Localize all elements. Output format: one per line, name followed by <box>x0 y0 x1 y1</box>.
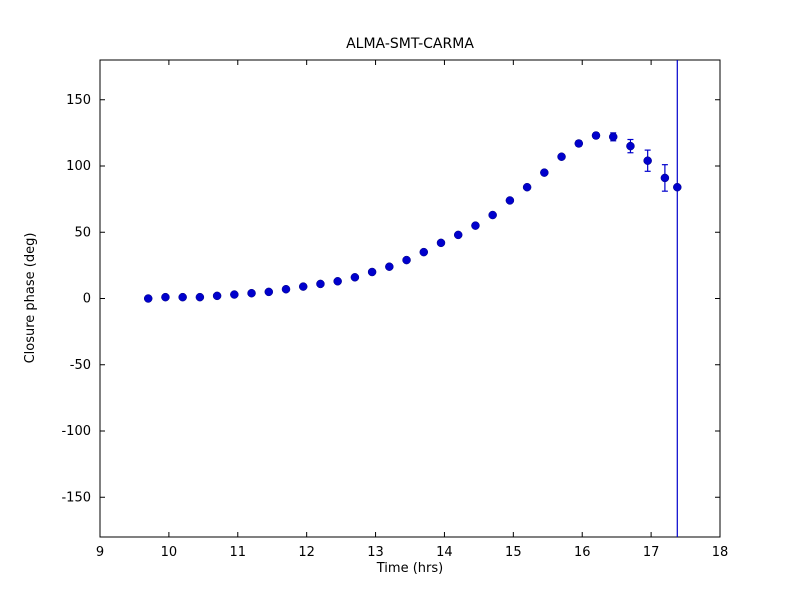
data-point <box>402 255 411 265</box>
data-point <box>161 292 170 302</box>
x-tick-label: 17 <box>643 545 660 560</box>
data-point <box>212 291 222 301</box>
data-point <box>333 277 342 286</box>
y-tick-label: 0 <box>83 292 91 307</box>
data-point <box>488 210 497 220</box>
ticks-layer: 9 10 11 12 13 14 15 16 17 18 -150 -100 -50 0 50 100 150 <box>61 60 728 560</box>
x-tick-label: 11 <box>230 545 247 560</box>
x-tick-label: 12 <box>298 545 315 560</box>
x-tick-label: 14 <box>436 545 453 560</box>
x-tick-label: 10 <box>161 545 178 560</box>
series-layer <box>143 60 682 537</box>
data-point <box>385 262 394 271</box>
data-point <box>298 282 308 291</box>
y-tick-label: -50 <box>70 358 91 373</box>
data-point <box>540 168 549 177</box>
x-tick-label: 9 <box>96 545 104 560</box>
data-point <box>522 182 532 192</box>
data-point <box>591 131 601 140</box>
x-axis-label: Time (hrs) <box>376 561 443 576</box>
data-point <box>419 247 429 257</box>
data-point <box>316 279 325 289</box>
axes-frame <box>99 59 721 538</box>
data-point <box>247 288 256 298</box>
y-axis-label: Closure phase (deg) <box>23 233 38 364</box>
x-tick-label: 18 <box>712 545 729 560</box>
data-point <box>453 230 463 240</box>
y-tick-label: 150 <box>66 93 91 108</box>
data-point <box>626 141 635 151</box>
data-point <box>643 156 652 165</box>
y-tick-label: 100 <box>66 159 91 174</box>
data-point <box>608 132 618 142</box>
data-point <box>660 173 670 183</box>
y-tick-label: 50 <box>74 225 91 240</box>
data-point <box>436 238 446 248</box>
data-point <box>557 152 566 161</box>
x-tick-label: 16 <box>574 545 591 560</box>
data-point <box>195 292 205 302</box>
data-point <box>281 284 291 294</box>
y-tick-label: -100 <box>61 424 91 439</box>
data-point <box>505 196 515 205</box>
data-point <box>673 182 682 192</box>
data-point <box>350 273 360 282</box>
chart-title: ALMA-SMT-CARMA <box>346 36 474 52</box>
x-tick-label: 15 <box>505 545 522 560</box>
data-point <box>367 267 377 277</box>
data-point <box>471 221 480 230</box>
data-point <box>264 287 274 297</box>
data-point <box>230 290 239 299</box>
data-point <box>178 292 187 302</box>
x-tick-label: 13 <box>367 545 384 560</box>
data-point <box>574 139 584 148</box>
data-point <box>143 294 153 303</box>
y-tick-label: -150 <box>61 490 91 505</box>
